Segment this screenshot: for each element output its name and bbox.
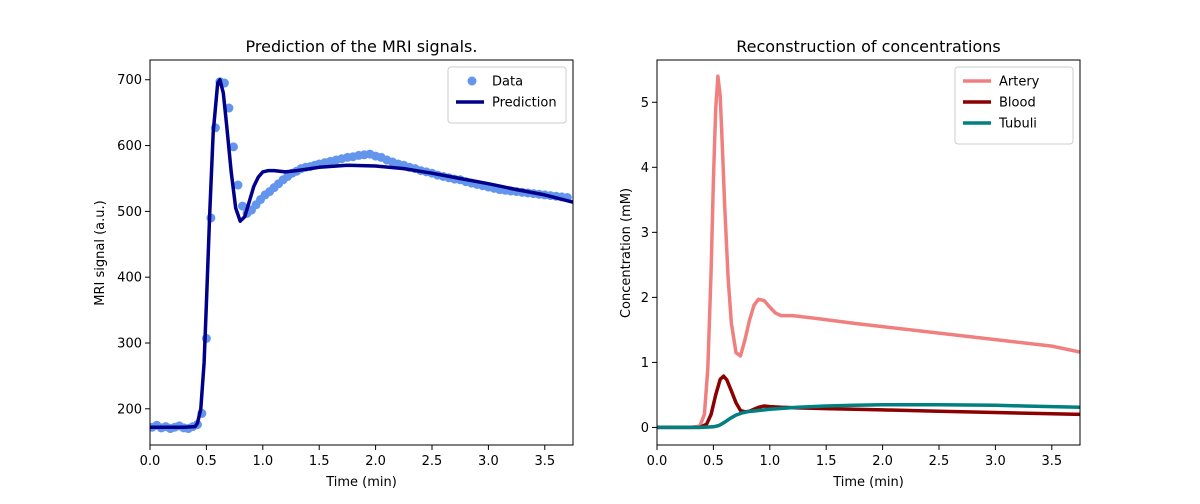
chart-title: Prediction of the MRI signals.: [246, 37, 478, 56]
x-tick-label: 2.5: [422, 454, 443, 469]
x-tick-label: 2.0: [365, 454, 386, 469]
x-tick-label: 1.5: [309, 454, 330, 469]
data-point: [228, 142, 238, 152]
series-line-artery: [657, 74, 1080, 430]
x-tick-label: 1.0: [252, 454, 273, 469]
series-line-prediction: [150, 77, 573, 429]
series-line-blood: [657, 374, 1080, 430]
y-axis-label: Concentration (mM): [619, 188, 634, 318]
axes-frame: [149, 59, 574, 446]
y-tick-label: 200: [117, 402, 142, 417]
y-tick-label: 400: [117, 271, 142, 286]
series-layer: [657, 74, 1080, 430]
legend: Artery Blood Tubuli: [954, 66, 1074, 145]
series-layer: [150, 77, 573, 434]
legend-marker: [467, 76, 477, 86]
plot-area: 0.0 0.5 1.0 1.5 2.0 2.5 3.0 3.5 0 1 2 3 4 5 Artery Bloo…: [641, 59, 1081, 469]
legend-label: Prediction: [492, 96, 557, 111]
x-tick-label: 0.0: [140, 454, 161, 469]
axes-frame: [656, 59, 1081, 446]
x-tick-label: 3.0: [985, 454, 1006, 469]
legend-frame: [447, 66, 567, 124]
legend-label: Artery: [999, 75, 1040, 90]
x-axis-label: Time (min): [832, 475, 904, 490]
mri-signal-chart: Prediction of the MRI signals. Time (min…: [93, 37, 574, 490]
series-line-tubuli: [657, 402, 1080, 430]
data-point: [233, 180, 243, 190]
x-tick-label: 0.5: [703, 454, 724, 469]
y-tick-label: 0: [641, 421, 649, 436]
concentration-chart: Reconstruction of concentrations Time (m…: [619, 37, 1081, 490]
legend-label: Data: [492, 75, 523, 90]
y-axis-label: MRI signal (a.u.): [93, 200, 108, 305]
y-tick-label: 5: [641, 96, 649, 111]
plot-area: 0.0 0.5 1.0 1.5 2.0 2.5 3.0 3.5 200 300 400 500 600 7…: [117, 59, 574, 469]
y-tick-label: 4: [641, 161, 649, 176]
x-tick-label: 1.0: [759, 454, 780, 469]
x-tick-label: 0.5: [196, 454, 217, 469]
x-tick-label: 2.5: [929, 454, 950, 469]
x-tick-label: 2.0: [872, 454, 893, 469]
legend-label: Blood: [999, 96, 1036, 111]
x-tick-label: 3.5: [534, 454, 555, 469]
x-tick-label: 3.0: [478, 454, 499, 469]
x-tick-label: 0.0: [647, 454, 668, 469]
y-tick-label: 600: [117, 139, 142, 154]
x-axis-label: Time (min): [325, 475, 397, 490]
y-tick-label: 500: [117, 205, 142, 220]
chart-title: Reconstruction of concentrations: [736, 37, 1000, 56]
legend-label: Tubuli: [998, 117, 1037, 132]
y-tick-label: 1: [641, 356, 649, 371]
data-point: [237, 201, 247, 211]
y-tick-label: 2: [641, 291, 649, 306]
y-tick-label: 3: [641, 226, 649, 241]
x-tick-label: 3.5: [1041, 454, 1062, 469]
x-tick-label: 1.5: [816, 454, 837, 469]
y-tick-label: 700: [117, 73, 142, 88]
y-tick-label: 300: [117, 336, 142, 351]
legend: Data Prediction: [447, 66, 567, 124]
